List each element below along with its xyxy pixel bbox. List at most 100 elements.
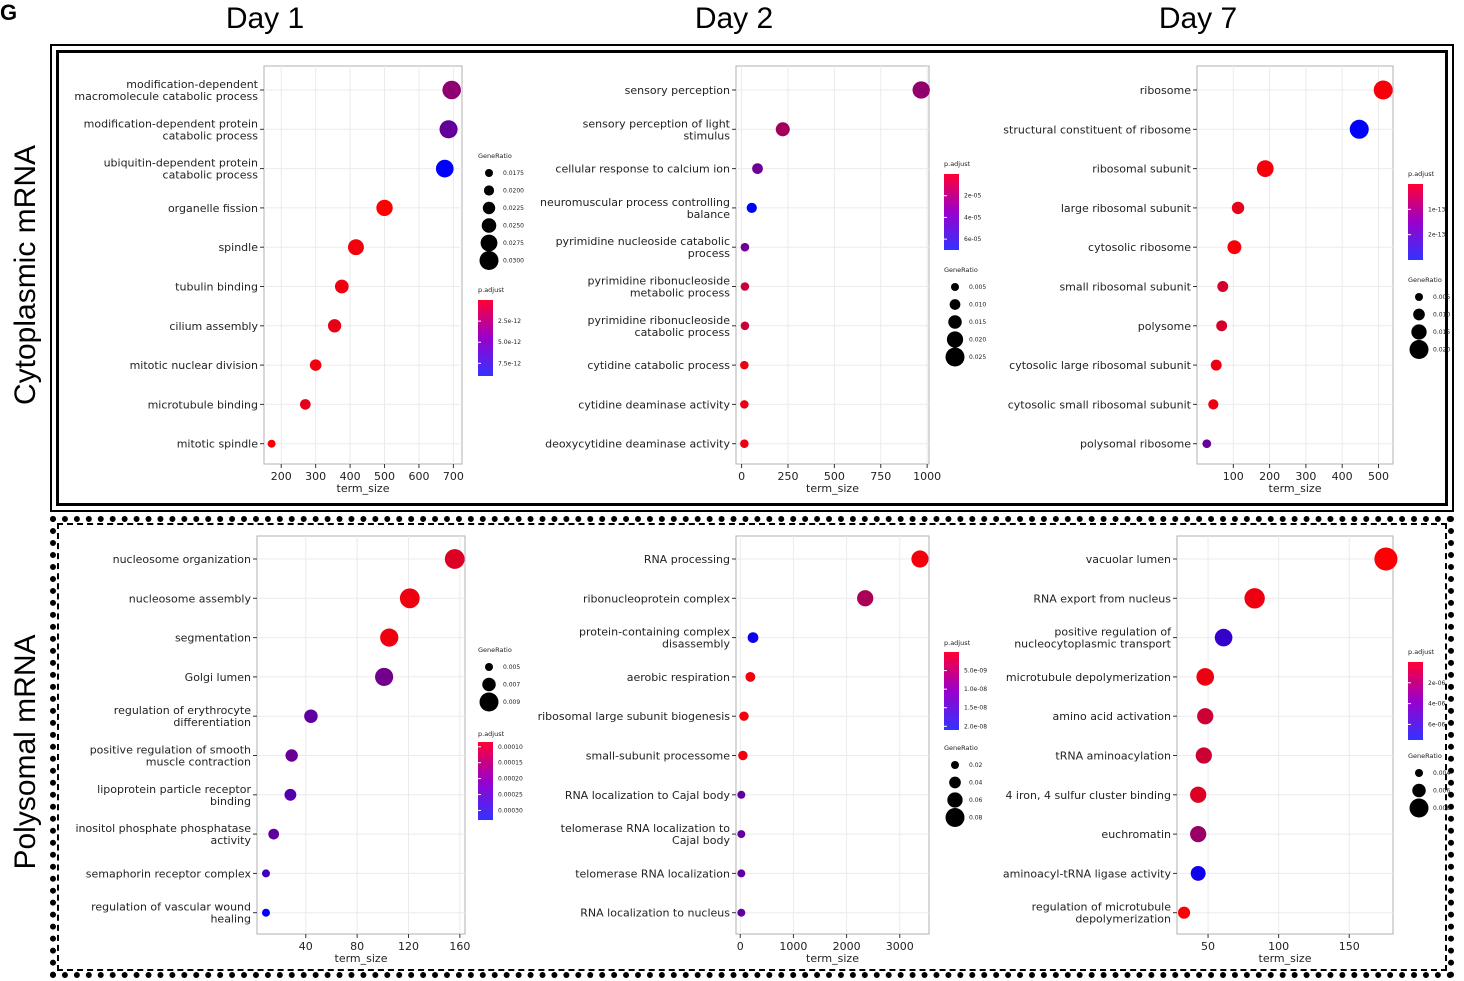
poly-day2-tick-label-x: 1000	[779, 940, 807, 953]
cyto-day1-color-legend-title: p.adjust	[478, 286, 505, 294]
poly-day2-term-label: aerobic respiration	[627, 671, 730, 684]
poly-day2-term-label: RNA localization to Cajal body	[565, 789, 731, 802]
cyto-day7-data-point	[1202, 439, 1212, 449]
poly-day2-size-legend-key	[947, 792, 963, 808]
poly-day2-data-point	[737, 790, 746, 799]
poly-day7-data-point	[1197, 708, 1214, 725]
cyto-day7-size-legend-label: 0.015	[1433, 329, 1450, 336]
poly-day1-size-legend-label: 0.005	[503, 664, 520, 671]
poly-day7-data-point	[1190, 825, 1207, 843]
cyto-day7-color-legend-title: p.adjust	[1408, 170, 1435, 178]
cyto-day7-term-label: small ribosomal subunit	[1059, 281, 1191, 294]
poly-day7-color-legend-title: p.adjust	[1408, 648, 1435, 656]
cyto-day7-term-label: cytosolic ribosome	[1088, 241, 1191, 254]
poly-day1-term-label: segmentation	[175, 632, 251, 645]
cyto-day2-size-legend-label: 0.010	[969, 302, 986, 309]
poly-day1-term-label: regulation of erythrocyte differentiation	[114, 704, 251, 729]
cyto-day7-data-point	[1227, 240, 1242, 255]
poly-day1-size-legend-label: 0.009	[503, 699, 520, 706]
cyto-day7-size-legend-label: 0.005	[1433, 294, 1450, 301]
cyto-day7-tick-label-x: 500	[1368, 470, 1389, 483]
poly-day2-data-point	[911, 550, 929, 568]
cyto-day2-term-label: cytidine deaminase activity	[578, 398, 730, 411]
cyto-day7-tick-label-x: 400	[1332, 470, 1353, 483]
cyto-day1-size-legend-label: 0.0175	[503, 170, 524, 177]
cyto-day2-data-point	[740, 242, 750, 252]
cyto-day2-color-legend-bar	[944, 174, 959, 250]
cyto-day2-tick-label-x: 250	[777, 470, 798, 483]
column-header-day-1: Day 1	[225, 2, 305, 35]
cyto-day7-size-legend-key	[1413, 308, 1425, 321]
poly-day2-color-legend-label: 5.0e-09	[964, 668, 987, 675]
cyto-day2-size-legend-label: 0.025	[969, 354, 986, 361]
poly-day2-data-point	[857, 590, 874, 607]
cyto-day1-data-point	[435, 159, 454, 178]
cyto-day1-tick-label-x: 300	[305, 470, 326, 483]
cyto-day7-data-point	[1373, 80, 1393, 100]
poly-day7-term-label: 4 iron, 4 sulfur cluster binding	[1005, 789, 1171, 802]
cyto-day1-term-label: spindle	[218, 241, 258, 254]
poly-day1-size-legend-key	[479, 692, 499, 712]
poly-day7-size-legend-title: GeneRatio	[1408, 752, 1442, 760]
polysomal-panel-frame	[50, 516, 1454, 978]
poly-day7-data-point	[1374, 547, 1398, 571]
cyto-day2-data-point	[740, 282, 750, 291]
poly-day7-data-point	[1244, 588, 1265, 609]
poly-day7-data-point	[1214, 628, 1233, 647]
poly-day7-x-axis-label: term_size	[1259, 952, 1312, 965]
cyto-day7-term-label: ribosomal subunit	[1092, 163, 1191, 176]
cyto-day7-term-label: structural constituent of ribosome	[1003, 123, 1191, 136]
poly-day7-data-point	[1195, 747, 1212, 764]
cyto-day2-tick-label-x: 1000	[913, 470, 941, 483]
cyto-day7-term-label: cytosolic large ribosomal subunit	[1009, 359, 1192, 372]
cyto-day2-tick-label-x: 750	[870, 470, 891, 483]
poly-day1-data-point	[444, 549, 465, 569]
poly-day7-term-label: aminoacyl-tRNA ligase activity	[1003, 867, 1172, 880]
cyto-day7-term-label: polysomal ribosome	[1080, 438, 1191, 451]
cyto-day1-term-label: ubiquitin-dependent protein catabolic pro…	[104, 157, 259, 182]
cyto-day1-color-legend-label: 7.5e-12	[498, 360, 521, 367]
poly-day2-term-label: telomerase RNA localization	[575, 867, 730, 880]
poly-day2-data-point	[737, 908, 746, 917]
poly-day1-data-point	[375, 667, 394, 686]
cyto-day1-term-label: cilium assembly	[169, 320, 258, 333]
poly-day1-color-legend-label: 0.00010	[498, 744, 523, 751]
cyto-day2-color-legend-label: 6e-05	[964, 236, 981, 243]
poly-day2-size-legend-label: 0.02	[969, 762, 983, 769]
poly-day1-term-label: inositol phosphate phosphatase activity	[76, 822, 252, 847]
cyto-day1-tick-label-x: 500	[374, 470, 395, 483]
cyto-day1-data-point	[300, 399, 311, 410]
cyto-day1-term-label: mitotic spindle	[177, 438, 259, 451]
poly-day7-term-label: amino acid activation	[1052, 710, 1171, 723]
poly-day1-term-label: lipoprotein particle receptor binding	[97, 783, 251, 808]
cyto-day2-size-legend-key	[946, 331, 964, 348]
poly-day1-color-legend-title: p.adjust	[478, 730, 505, 738]
cyto-day2-size-legend-key	[949, 299, 961, 310]
cyto-day7-size-legend-key	[1411, 324, 1427, 340]
cyto-day2-size-legend-title: GeneRatio	[944, 266, 978, 274]
poly-day7-term-label: regulation of microtubule depolymerizatio…	[1032, 901, 1172, 926]
cyto-day1-data-point	[309, 359, 322, 371]
poly-day1-color-legend-bar	[478, 742, 493, 820]
poly-day1-tick-label-x: 80	[350, 940, 364, 953]
cyto-day2-data-point	[746, 202, 757, 213]
cyto-day7-tick-label-x: 300	[1295, 470, 1316, 483]
cyto-day7-term-label: polysome	[1138, 320, 1191, 333]
cyto-day2-color-legend-label: 4e-05	[964, 214, 981, 221]
cyto-day2-term-label: sensory perception of light stimulus	[583, 117, 731, 142]
cyto-day7-data-point	[1210, 359, 1222, 371]
cyto-day2-tick-label-x: 500	[824, 470, 845, 483]
poly-day2-size-legend-title: GeneRatio	[944, 744, 978, 752]
cyto-day2-term-label: pyrimidine nucleoside catabolic process	[556, 235, 731, 260]
cyto-day7-color-legend-label: 2e-13	[1428, 232, 1445, 239]
cyto-day7-size-legend-label: 0.010	[1433, 312, 1450, 319]
cyto-day7-size-legend-key	[1409, 340, 1429, 359]
cyto-day1-term-label: modification-dependent protein catabolic …	[84, 117, 259, 142]
cyto-day1-color-legend-bar	[478, 300, 493, 376]
cyto-day1-size-legend-title: GeneRatio	[478, 152, 512, 160]
cyto-day1-size-legend-key	[482, 201, 496, 215]
cyto-day1-plot-area	[263, 65, 463, 465]
cyto-day1-term-label: tubulin binding	[175, 281, 258, 294]
cyto-day7-term-label: cytosolic small ribosomal subunit	[1008, 398, 1192, 411]
cyto-day7-color-legend-bar	[1408, 184, 1423, 260]
